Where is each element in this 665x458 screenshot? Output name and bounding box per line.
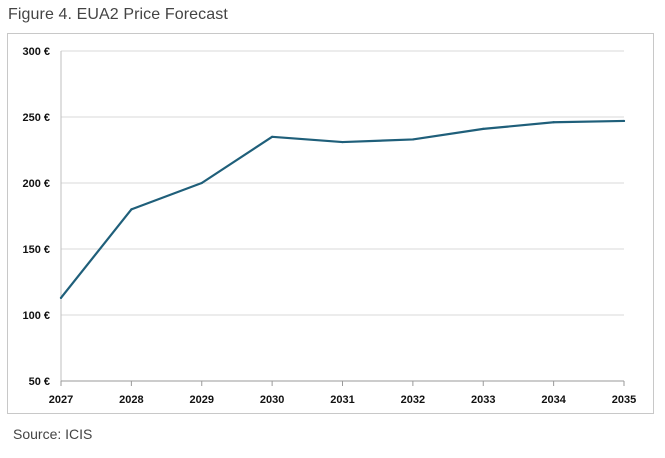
source-note: Source: ICIS [13,426,93,442]
y-tick-label: 250 € [22,112,50,124]
y-tick-label: 200 € [22,178,50,190]
data-point-2032 [411,138,414,141]
data-point-2033 [482,127,485,130]
figure-title: Figure 4. EUA2 Price Forecast [8,6,228,23]
y-tick-label: 150 € [22,244,50,256]
x-tick-label: 2035 [612,394,636,406]
data-point-2035 [622,119,626,123]
series-line-eua2-price [59,119,626,299]
x-tick-label: 2032 [401,394,425,406]
y-tick-label: 300 € [22,46,50,58]
line-chart: 50 €100 €150 €200 €250 €300 € 2027 2028 20… [22,46,636,406]
x-axis-tick-labels: 2027 2028 2029 2030 2031 2032 2033 2034 2035 [49,394,636,406]
series-layer [59,119,626,299]
x-tick-label: 2029 [190,394,214,406]
x-tick-label: 2027 [49,394,73,406]
data-point-2027 [59,296,63,299]
data-point-2031 [341,140,344,144]
data-point-2028 [130,208,133,211]
x-tick-label: 2031 [330,394,354,406]
axes [60,51,625,386]
chart-frame: 50 €100 €150 €200 €250 €300 € 2027 2028 20… [7,33,654,414]
y-tick-label: 50 € [29,376,50,388]
y-axis-tick-labels: 50 € 100 € 150 € 200 € 250 € 300 € [22,46,50,388]
y-tick-label: 100 € [22,310,50,322]
data-point-2030 [271,135,274,138]
x-tick-label: 2033 [471,394,495,406]
x-tick-label: 2034 [541,394,566,406]
x-tick-label: 2028 [119,394,143,406]
gridlines [61,50,624,316]
data-point-2029 [200,181,203,185]
data-point-2034 [552,121,555,124]
x-tick-label: 2030 [260,394,284,406]
